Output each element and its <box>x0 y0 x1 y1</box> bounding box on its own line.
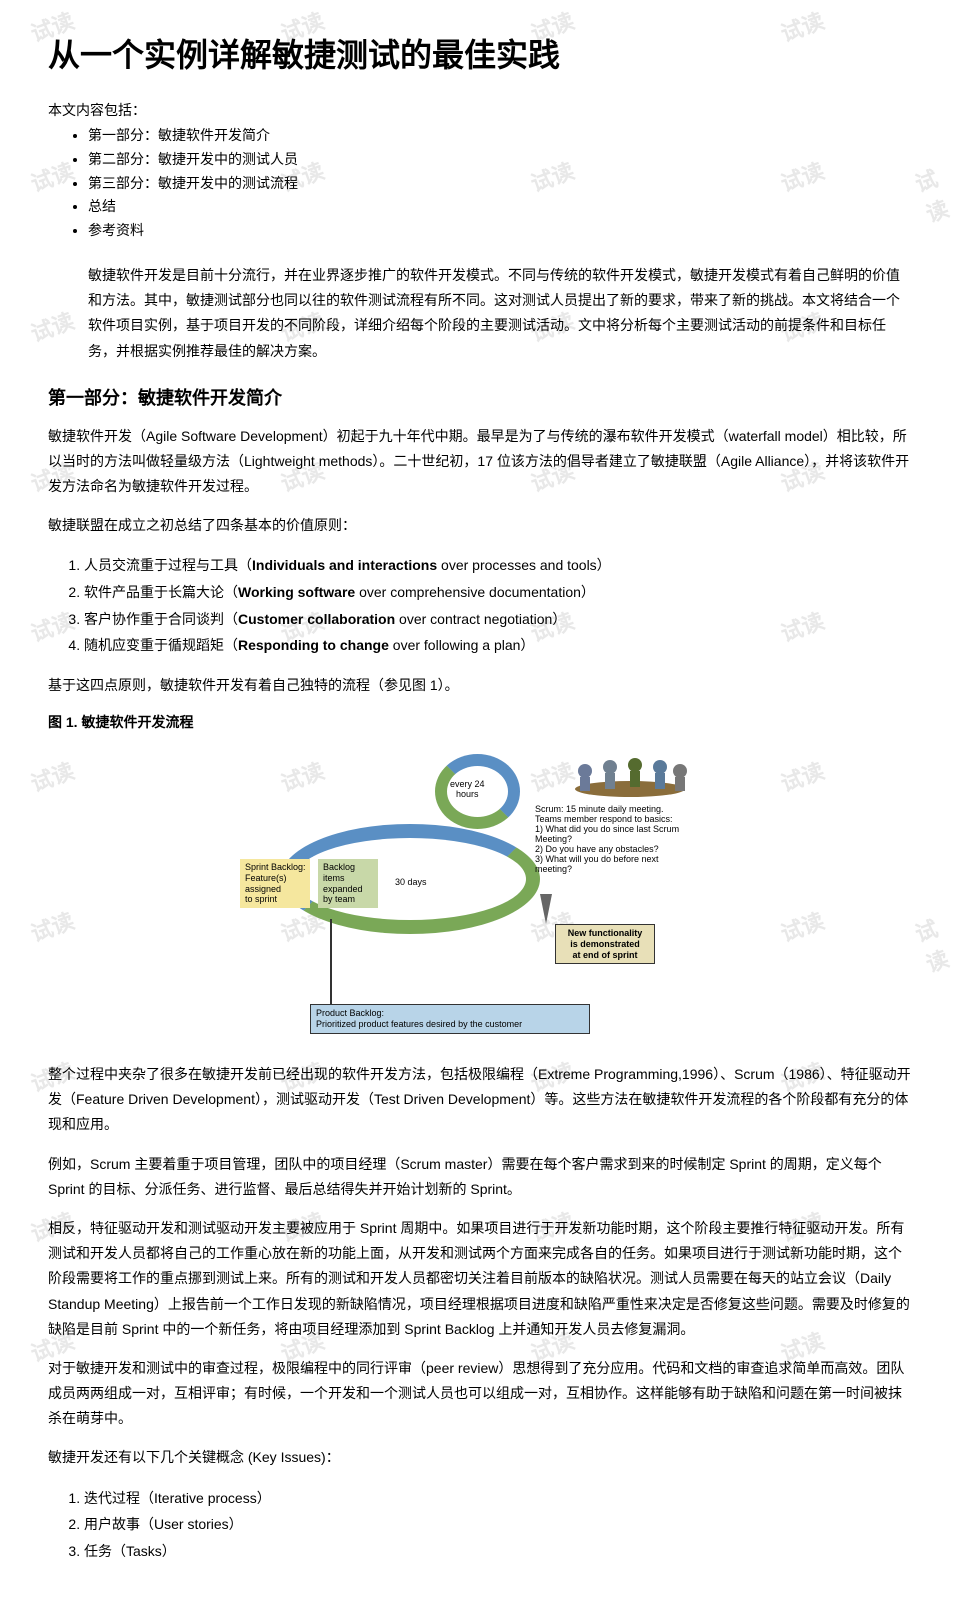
paragraph-3: 基于这四点原则，敏捷软件开发有着自己独特的流程（参见图 1）。 <box>48 673 912 698</box>
product-backlog-box: Product Backlog: Prioritized product fea… <box>310 1004 590 1034</box>
principles-list: 人员交流重于过程与工具（Individuals and interactions… <box>84 552 912 658</box>
toc-item: 参考资料 <box>88 219 912 243</box>
watermark: 试读 <box>910 155 960 229</box>
paragraph-2: 敏捷联盟在成立之初总结了四条基本的价值原则： <box>48 513 912 538</box>
key-issue-item: 迭代过程（Iterative process） <box>84 1485 912 1512</box>
demo-box: New functionality is demonstrated at end… <box>555 924 655 964</box>
toc-item: 第一部分：敏捷软件开发简介 <box>88 124 912 148</box>
paragraph-4: 整个过程中夹杂了很多在敏捷开发前已经出现的软件开发方法，包括极限编程（Extre… <box>48 1062 912 1138</box>
sprint-backlog-box: Sprint Backlog: Feature(s) assigned to s… <box>240 859 310 908</box>
paragraph-7: 对于敏捷开发和测试中的审查过程，极限编程中的同行评审（peer review）思… <box>48 1356 912 1432</box>
loop-24h-label: every 24 hours <box>450 779 485 799</box>
team-illustration <box>560 749 700 799</box>
principle-item: 客户协作重于合同谈判（Customer collaboration over c… <box>84 606 912 633</box>
paragraph-5: 例如，Scrum 主要着重于项目管理，团队中的项目经理（Scrum master… <box>48 1152 912 1202</box>
toc-item: 第二部分：敏捷开发中的测试人员 <box>88 148 912 172</box>
scrum-diagram: every 24 hours 30 days Sprint Backlog: Fea… <box>240 744 720 1044</box>
loop-30d-label: 30 days <box>395 877 427 887</box>
paragraph-6: 相反，特征驱动开发和测试驱动开发主要被应用于 Sprint 周期中。如果项目进行… <box>48 1216 912 1342</box>
intro-label: 本文内容包括： <box>48 100 912 120</box>
paragraph-1: 敏捷软件开发（Agile Software Development）初起于九十年… <box>48 424 912 500</box>
key-issue-item: 用户故事（User stories） <box>84 1511 912 1538</box>
watermark: 试读 <box>910 905 960 979</box>
principle-item: 随机应变重于循规蹈矩（Responding to change over fol… <box>84 632 912 659</box>
section-1-title: 第一部分：敏捷软件开发简介 <box>48 384 912 410</box>
principle-item: 软件产品重于长篇大论（Working software over compreh… <box>84 579 912 606</box>
backlog-items-box: Backlog items expanded by team <box>318 859 378 908</box>
figure-1-caption: 图 1. 敏捷软件开发流程 <box>48 712 912 732</box>
key-issue-item: 任务（Tasks） <box>84 1538 912 1565</box>
connector-line <box>330 919 332 1004</box>
principle-item: 人员交流重于过程与工具（Individuals and interactions… <box>84 552 912 579</box>
toc-list: 第一部分：敏捷软件开发简介第二部分：敏捷开发中的测试人员第三部分：敏捷开发中的测… <box>88 124 912 243</box>
toc-item: 总结 <box>88 195 912 219</box>
toc-item: 第三部分：敏捷开发中的测试流程 <box>88 172 912 196</box>
arrow-icon <box>540 894 552 924</box>
abstract: 敏捷软件开发是目前十分流行，并在业界逐步推广的软件开发模式。不同与传统的软件开发… <box>88 263 912 364</box>
paragraph-8: 敏捷开发还有以下几个关键概念 (Key Issues)： <box>48 1445 912 1470</box>
key-issues-list: 迭代过程（Iterative process）用户故事（User stories… <box>84 1485 912 1565</box>
page-title: 从一个实例详解敏捷测试的最佳实践 <box>48 30 912 76</box>
scrum-meeting-text: Scrum: 15 minute daily meeting. Teams me… <box>535 804 705 874</box>
